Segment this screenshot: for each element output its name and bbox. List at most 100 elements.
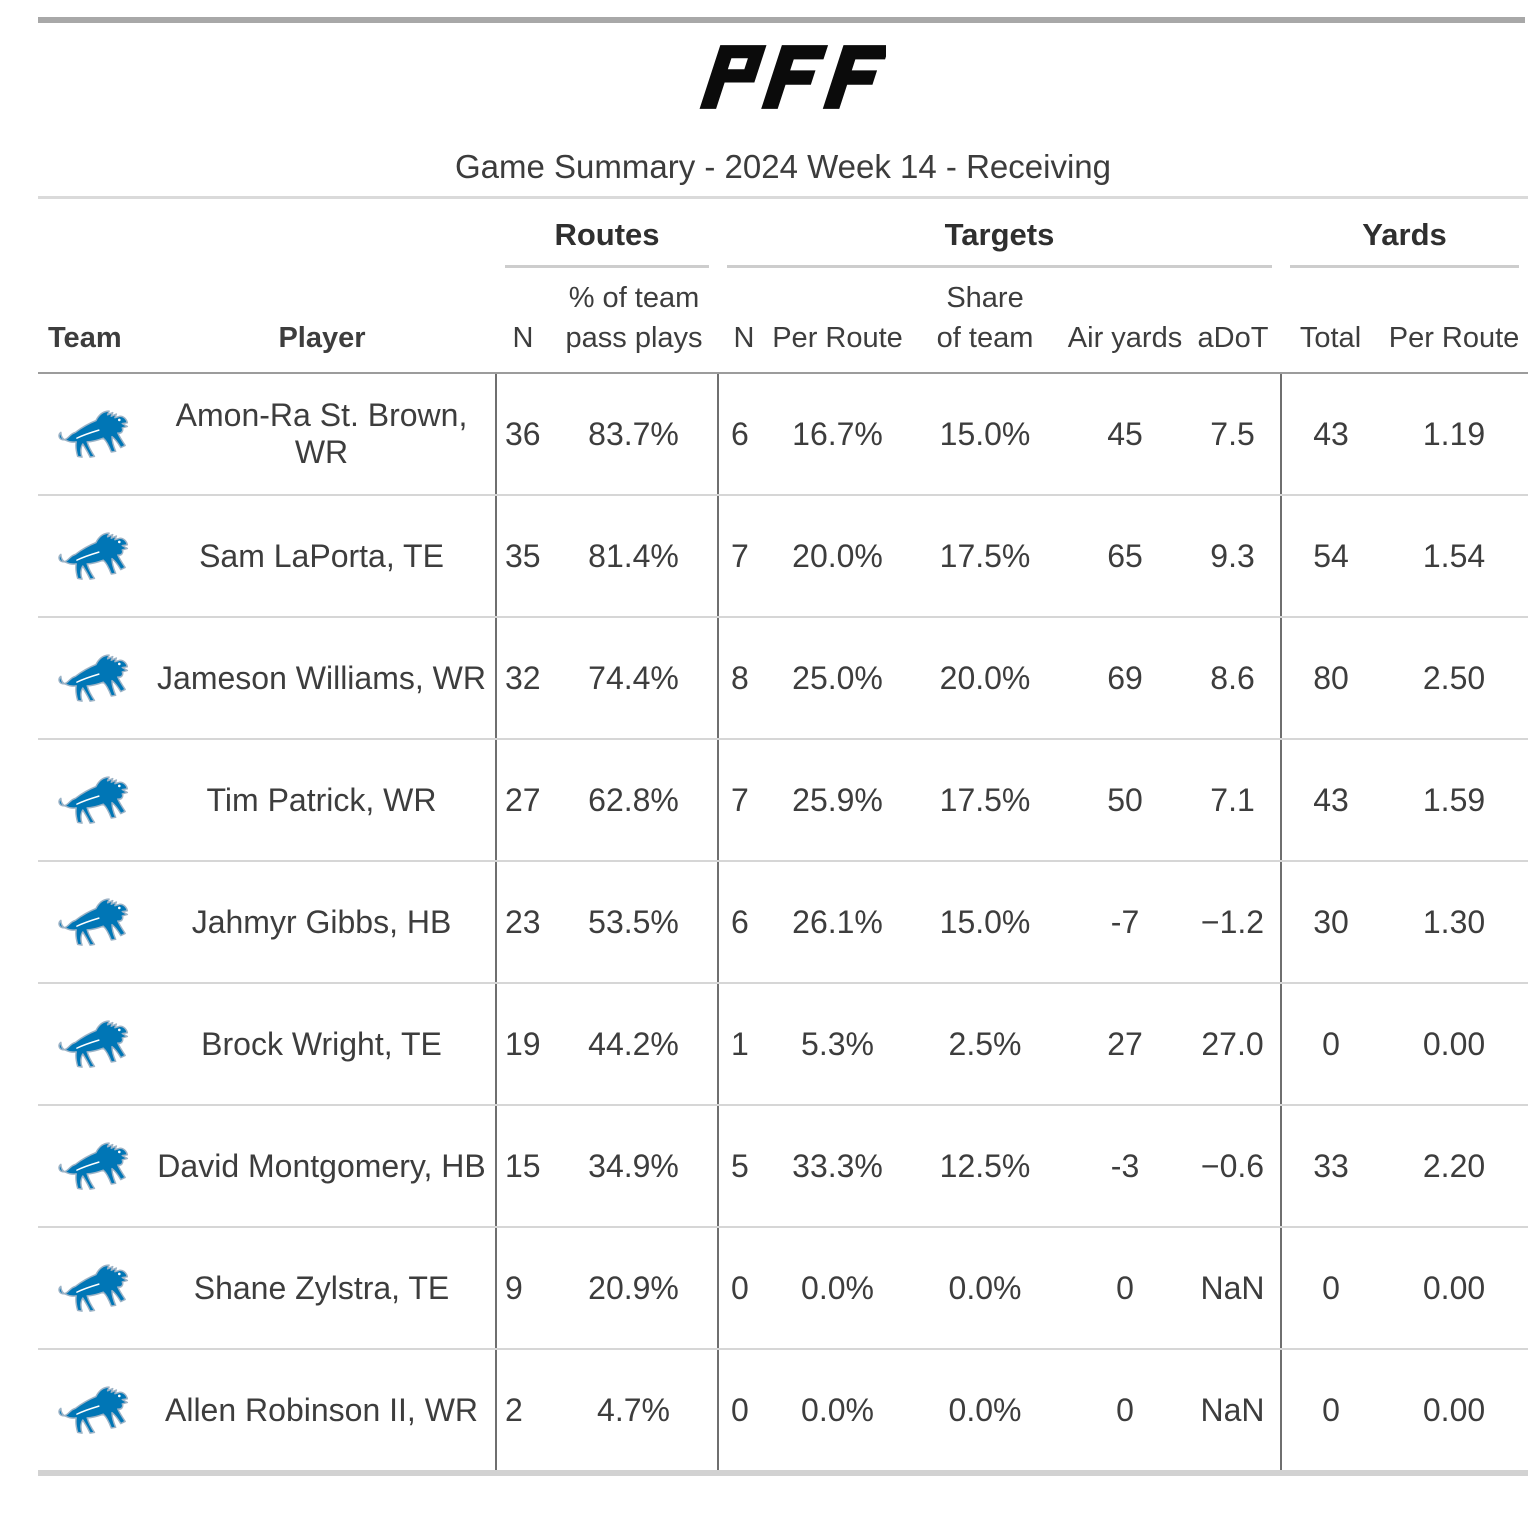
share-cell: 12.5% [905, 1105, 1066, 1228]
page: Game Summary - 2024 Week 14 - Receiving … [38, 17, 1528, 1476]
total-yards-cell: 54 [1280, 495, 1381, 618]
routes-n-cell: 2 [495, 1349, 550, 1476]
targets-n-cell: 1 [717, 983, 771, 1106]
brand-header [38, 44, 1528, 110]
yards-per-route-cell: 2.20 [1380, 1105, 1528, 1228]
routes-n-cell: 9 [495, 1227, 550, 1350]
adot-cell: 8.6 [1185, 617, 1282, 740]
col-header-share-line1: Share [946, 282, 1024, 314]
per-route-cell: 25.0% [770, 617, 906, 740]
total-yards-cell: 43 [1280, 739, 1381, 862]
col-header-air-yards: Air yards [1065, 268, 1186, 374]
table-row: David Montgomery, HB 15 34.9% 5 33.3% 12… [38, 1105, 1528, 1228]
player-cell: Sam LaPorta, TE [148, 495, 496, 618]
detroit-lions-logo-icon [56, 1260, 130, 1317]
routes-pct-cell: 53.5% [550, 861, 719, 984]
detroit-lions-logo-icon [56, 528, 130, 585]
top-divider [38, 17, 1525, 23]
yards-per-route-cell: 1.54 [1380, 495, 1528, 618]
share-cell: 15.0% [905, 861, 1066, 984]
routes-pct-cell: 44.2% [550, 983, 719, 1106]
col-header-routes-pct-line1: % of team [568, 282, 700, 314]
total-yards-cell: 30 [1280, 861, 1381, 984]
col-header-adot: aDoT [1185, 268, 1282, 374]
team-cell [38, 373, 148, 496]
routes-pct-cell: 20.9% [550, 1227, 719, 1350]
team-cell [38, 983, 148, 1106]
col-header-yards-per-route: Per Route [1380, 268, 1528, 374]
per-route-cell: 5.3% [770, 983, 906, 1106]
team-cell [38, 1105, 148, 1228]
group-header-targets: Targets [718, 198, 1281, 268]
group-header-spacer [38, 198, 496, 269]
yards-per-route-cell: 1.19 [1380, 373, 1528, 496]
routes-n-cell: 27 [495, 739, 550, 862]
air-yards-cell: 0 [1065, 1227, 1186, 1350]
adot-cell: 7.1 [1185, 739, 1282, 862]
routes-n-cell: 36 [495, 373, 550, 496]
player-cell: Allen Robinson II, WR [148, 1349, 496, 1476]
targets-n-cell: 0 [717, 1227, 771, 1350]
page-title: Game Summary - 2024 Week 14 - Receiving [455, 148, 1111, 185]
per-route-cell: 26.1% [770, 861, 906, 984]
air-yards-cell: 27 [1065, 983, 1186, 1106]
detroit-lions-logo-icon [56, 650, 130, 707]
total-yards-cell: 43 [1280, 373, 1381, 496]
col-header-routes-pct-line2: pass plays [565, 322, 703, 354]
team-cell [38, 739, 148, 862]
player-cell: Jahmyr Gibbs, HB [148, 861, 496, 984]
routes-n-cell: 19 [495, 983, 550, 1106]
team-cell [38, 1349, 148, 1476]
yards-per-route-cell: 1.59 [1380, 739, 1528, 862]
targets-n-cell: 6 [717, 861, 771, 984]
col-header-share-line2: of team [936, 322, 1034, 354]
yards-per-route-cell: 0.00 [1380, 1349, 1528, 1476]
table-row: Jahmyr Gibbs, HB 23 53.5% 6 26.1% 15.0% … [38, 861, 1528, 984]
player-cell: Tim Patrick, WR [148, 739, 496, 862]
table-row: Tim Patrick, WR 27 62.8% 7 25.9% 17.5% 5… [38, 739, 1528, 862]
air-yards-cell: -7 [1065, 861, 1186, 984]
pff-logo-icon [699, 45, 890, 109]
column-header-row: Team Player N % of team pass plays N Per … [38, 268, 1528, 374]
air-yards-cell: 45 [1065, 373, 1186, 496]
share-cell: 17.5% [905, 739, 1066, 862]
routes-n-cell: 32 [495, 617, 550, 740]
per-route-cell: 33.3% [770, 1105, 906, 1228]
group-label-targets: Targets [944, 217, 1055, 252]
col-header-targets-n: N [718, 268, 771, 374]
column-group-row: Routes Targets Yards [38, 198, 1528, 269]
share-cell: 20.0% [905, 617, 1066, 740]
detroit-lions-logo-icon [56, 1138, 130, 1195]
team-cell [38, 861, 148, 984]
targets-n-cell: 5 [717, 1105, 771, 1228]
air-yards-cell: 69 [1065, 617, 1186, 740]
group-label-routes: Routes [554, 217, 660, 252]
routes-n-cell: 35 [495, 495, 550, 618]
table-row: Sam LaPorta, TE 35 81.4% 7 20.0% 17.5% 6… [38, 495, 1528, 618]
share-cell: 0.0% [905, 1227, 1066, 1350]
total-yards-cell: 0 [1280, 1349, 1381, 1476]
share-cell: 17.5% [905, 495, 1066, 618]
table-row: Amon-Ra St. Brown, WR 36 83.7% 6 16.7% 1… [38, 373, 1528, 496]
team-cell [38, 617, 148, 740]
detroit-lions-logo-icon [56, 406, 130, 463]
col-header-per-route: Per Route [770, 268, 906, 374]
share-cell: 2.5% [905, 983, 1066, 1106]
adot-cell: NaN [1185, 1227, 1282, 1350]
col-header-team: Team [38, 268, 148, 374]
adot-cell: −1.2 [1185, 861, 1282, 984]
col-header-total: Total [1281, 268, 1381, 374]
adot-cell: −0.6 [1185, 1105, 1282, 1228]
player-cell: Amon-Ra St. Brown, WR [148, 373, 496, 496]
per-route-cell: 16.7% [770, 373, 906, 496]
total-yards-cell: 0 [1280, 1227, 1381, 1350]
receiving-stats-table: Routes Targets Yards Team Player N % of … [38, 196, 1528, 1476]
routes-pct-cell: 4.7% [550, 1349, 719, 1476]
group-header-routes: Routes [496, 198, 718, 268]
air-yards-cell: -3 [1065, 1105, 1186, 1228]
player-cell: Jameson Williams, WR [148, 617, 496, 740]
air-yards-cell: 50 [1065, 739, 1186, 862]
total-yards-cell: 80 [1280, 617, 1381, 740]
col-header-share: Share of team [905, 268, 1066, 374]
total-yards-cell: 0 [1280, 983, 1381, 1106]
